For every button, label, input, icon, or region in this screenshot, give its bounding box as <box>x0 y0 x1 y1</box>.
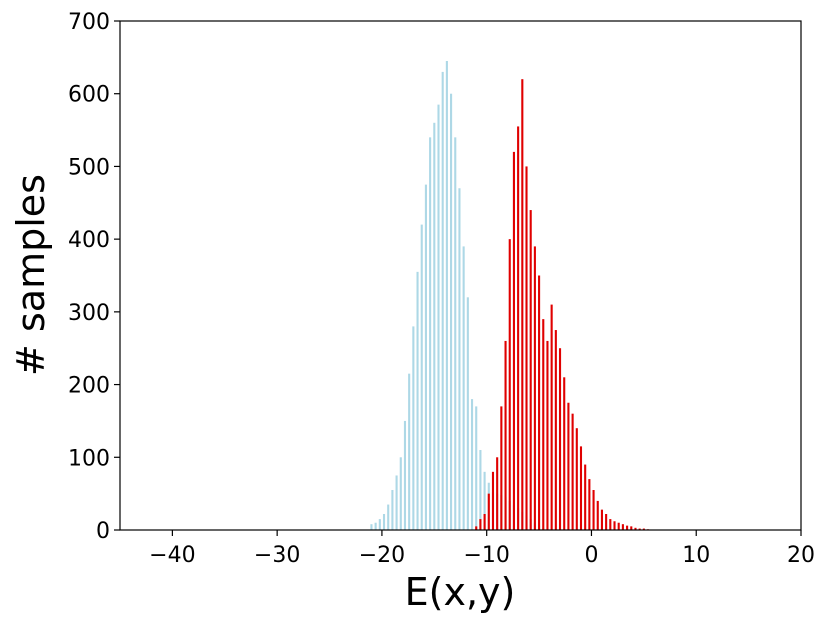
bar-series-1 <box>437 104 440 531</box>
bar-series-1 <box>391 490 394 530</box>
bar-series-2 <box>617 522 620 530</box>
bar-series-1 <box>408 373 411 530</box>
bar-series-1 <box>412 326 415 530</box>
bar-series-1 <box>462 246 465 530</box>
x-axis: −40 −30 −20 −10 0 10 20 <box>149 530 815 568</box>
bar-series-2 <box>605 514 608 530</box>
bar-series-1 <box>475 406 478 530</box>
x-axis-title: E(x,y) <box>405 570 516 614</box>
bar-series-2 <box>621 524 624 530</box>
bar-series-2 <box>579 446 583 530</box>
bar-series-1 <box>454 137 457 530</box>
x-tick-label: 20 <box>787 543 815 568</box>
bar-series-2 <box>508 239 511 530</box>
bar-series-1 <box>387 504 390 530</box>
bar-series-2 <box>533 246 536 530</box>
bar-series-2 <box>487 493 490 530</box>
y-tick-label: 0 <box>96 519 110 544</box>
bar-series-2 <box>491 471 495 530</box>
bar-series-2 <box>567 402 570 530</box>
y-tick-label: 200 <box>68 374 110 399</box>
bar-series-2 <box>550 304 553 530</box>
bar-series-2 <box>596 500 599 530</box>
bar-series-2 <box>600 509 603 530</box>
plot-frame <box>119 20 802 531</box>
bar-series-1 <box>370 524 373 530</box>
bar-series-2 <box>638 528 641 530</box>
bar-series-1 <box>470 399 474 530</box>
bars-layer <box>370 60 650 531</box>
bar-series-1 <box>479 450 482 530</box>
bar-series-2 <box>613 521 616 530</box>
y-tick-label: 400 <box>68 228 110 253</box>
bar-series-1 <box>403 420 407 530</box>
y-tick-label: 700 <box>68 10 110 35</box>
bar-series-1 <box>433 122 436 531</box>
bar-series-1 <box>445 60 448 531</box>
bar-series-1 <box>420 224 423 530</box>
bar-series-1 <box>424 184 427 531</box>
bar-series-1 <box>458 188 461 531</box>
bar-series-1 <box>429 137 432 530</box>
bar-series-2 <box>517 126 520 530</box>
bar-series-2 <box>626 525 629 530</box>
bar-series-2 <box>630 526 633 530</box>
bar-series-2 <box>575 428 578 530</box>
bar-series-1 <box>416 271 419 530</box>
bar-series-2 <box>592 490 595 530</box>
y-tick-label: 300 <box>68 301 110 326</box>
bar-series-2 <box>588 479 591 530</box>
bar-series-1 <box>483 471 486 530</box>
bar-series-2 <box>558 348 562 530</box>
bar-series-1 <box>378 519 381 530</box>
bar-series-2 <box>500 406 503 530</box>
y-axis-title: # samples <box>9 174 53 376</box>
bar-series-2 <box>542 319 545 530</box>
x-tick-label: −40 <box>149 543 195 568</box>
bar-series-2 <box>479 519 482 530</box>
bar-series-2 <box>496 457 499 530</box>
bar-series-2 <box>521 79 524 531</box>
bar-series-1 <box>382 514 386 530</box>
bar-series-2 <box>504 340 507 530</box>
x-tick-label: −30 <box>254 543 300 568</box>
bar-series-2 <box>475 526 478 530</box>
bar-series-2 <box>512 151 515 530</box>
bar-series-2 <box>584 464 587 530</box>
bar-series-2 <box>525 166 528 530</box>
y-tick-label: 500 <box>68 155 110 180</box>
y-axis: 0 100 200 300 400 500 600 700 <box>68 10 120 544</box>
bar-series-2 <box>563 377 566 530</box>
bar-series-2 <box>538 275 541 530</box>
bar-series-1 <box>395 475 398 530</box>
x-tick-label: −20 <box>359 543 405 568</box>
bar-series-2 <box>571 413 574 530</box>
x-tick-label: 0 <box>584 543 598 568</box>
y-tick-label: 100 <box>68 446 110 471</box>
bar-series-2 <box>642 528 645 530</box>
bar-series-2 <box>634 527 637 530</box>
bar-series-1 <box>441 71 444 531</box>
x-tick-label: 10 <box>682 543 710 568</box>
bar-series-1 <box>399 457 402 530</box>
bar-series-2 <box>546 340 549 530</box>
y-tick-label: 600 <box>68 83 110 108</box>
bar-series-1 <box>466 297 469 530</box>
bar-series-2 <box>554 330 557 530</box>
x-tick-label: −10 <box>463 543 509 568</box>
bar-series-2 <box>609 519 612 530</box>
bar-series-1 <box>374 522 377 530</box>
bar-series-2 <box>529 210 532 530</box>
bar-series-1 <box>450 93 453 531</box>
bar-series-2 <box>483 514 486 530</box>
